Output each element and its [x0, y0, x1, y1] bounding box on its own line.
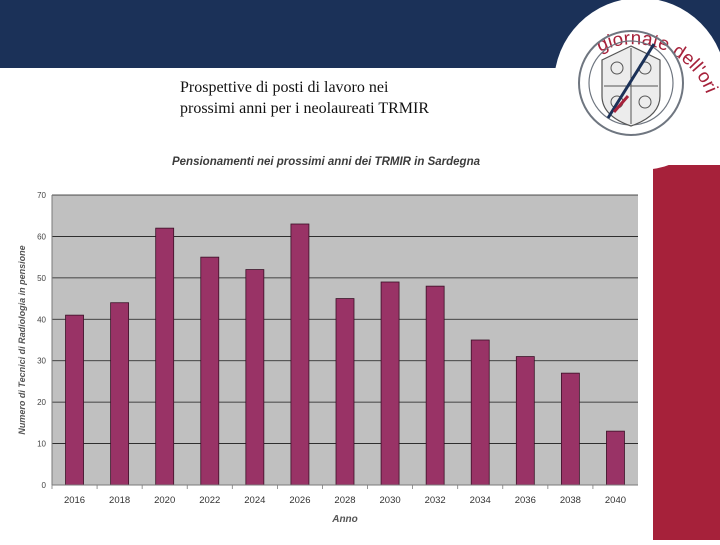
x-tick-label: 2032 — [425, 495, 446, 506]
bar-2032 — [425, 285, 445, 486]
x-tick-label: 2040 — [605, 495, 626, 506]
y-tick-label: 20 — [37, 398, 46, 407]
x-tick-label: 2038 — [560, 495, 581, 506]
bar-2022 — [200, 256, 220, 486]
x-axis-label: Anno — [331, 514, 358, 525]
y-tick-label: 0 — [42, 481, 47, 490]
university-seal-icon — [578, 30, 684, 136]
chart-svg: Pensionamenti nei prossimi anni dei TRMI… — [17, 156, 638, 525]
y-tick-label: 30 — [37, 357, 46, 366]
y-tick-label: 40 — [37, 315, 46, 324]
bar-2038 — [560, 372, 580, 486]
x-tick-label: 2020 — [154, 495, 175, 506]
retirement-bar-chart: Pensionamenti nei prossimi anni dei TRMI… — [0, 140, 650, 540]
x-tick-label: 2022 — [199, 495, 220, 506]
y-tick-label: 70 — [37, 191, 46, 200]
slide-title: Prospettive di posti di lavoro nei pross… — [180, 77, 510, 119]
slide-title-line-1: Prospettive di posti di lavoro nei — [180, 79, 389, 96]
y-tick-label: 10 — [37, 440, 46, 449]
bar-2030 — [380, 281, 400, 486]
bar-2026 — [290, 223, 310, 486]
side-accent-band — [653, 165, 720, 540]
bar-2020 — [155, 227, 175, 486]
x-tick-label: 2028 — [334, 495, 355, 506]
x-tick-label: 2034 — [470, 495, 491, 506]
bar-2028 — [335, 298, 355, 486]
y-axis-label: Numero di Tecnici di Radiologia in pensi… — [17, 245, 27, 434]
y-tick-label: 60 — [37, 232, 46, 241]
x-tick-label: 2036 — [515, 495, 536, 506]
x-tick-label: 2024 — [244, 495, 265, 506]
bar-2034 — [470, 339, 490, 486]
chart-title: Pensionamenti nei prossimi anni dei TRMI… — [172, 156, 481, 168]
x-tick-label: 2026 — [289, 495, 310, 506]
giornate-orientamento-logo: giornate dell'orientamento — [540, 0, 720, 172]
slide-title-line-2: prossimi anni per i neolaureati TRMIR — [180, 100, 429, 117]
x-tick-label: 2018 — [109, 495, 130, 506]
bar-2024 — [245, 269, 265, 486]
bar-2040 — [606, 430, 625, 486]
bar-2036 — [515, 356, 535, 486]
x-tick-label: 2030 — [380, 495, 401, 506]
x-tick-label: 2016 — [64, 495, 85, 506]
y-tick-label: 50 — [37, 274, 46, 283]
bar-2016 — [65, 314, 84, 486]
bar-2018 — [110, 302, 130, 486]
